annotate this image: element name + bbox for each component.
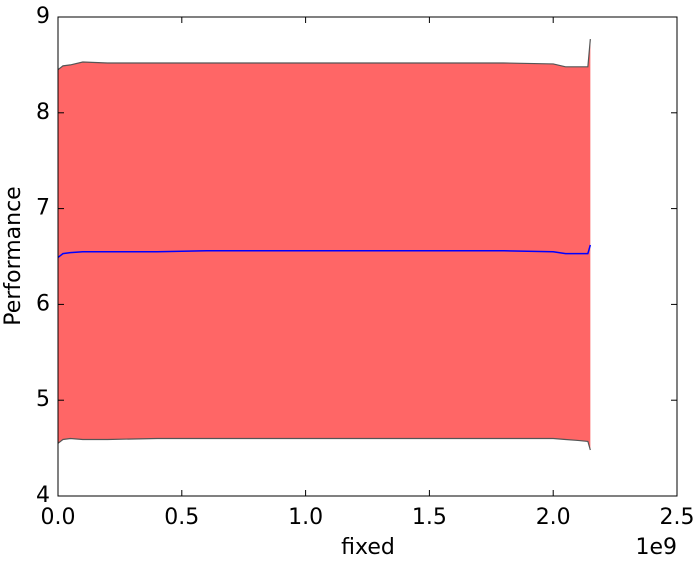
x-tick-label: 2.5 <box>660 505 695 530</box>
y-tick-label: 9 <box>36 4 50 29</box>
band-upper-edge <box>57 38 591 71</box>
x-tick-label: 0.5 <box>164 505 199 530</box>
mean-line <box>57 244 592 259</box>
band-lower-edge <box>57 437 591 451</box>
y-axis-label: Performance <box>1 186 26 325</box>
x-tick-label: 2.0 <box>536 505 571 530</box>
band-fill <box>58 39 591 451</box>
y-tick-label: 4 <box>36 483 50 508</box>
plot-frame <box>57 16 678 497</box>
y-tick-label: 5 <box>36 387 50 412</box>
x-tick-label: 1.5 <box>412 505 447 530</box>
x-offset-label: 1e9 <box>635 535 677 560</box>
y-tick-label: 6 <box>36 291 50 316</box>
x-axis-label: fixed <box>341 535 395 560</box>
y-tick-label: 8 <box>36 100 50 125</box>
y-tick-label: 7 <box>36 196 50 221</box>
x-tick-label: 0.0 <box>41 505 76 530</box>
x-tick-label: 1.0 <box>288 505 323 530</box>
